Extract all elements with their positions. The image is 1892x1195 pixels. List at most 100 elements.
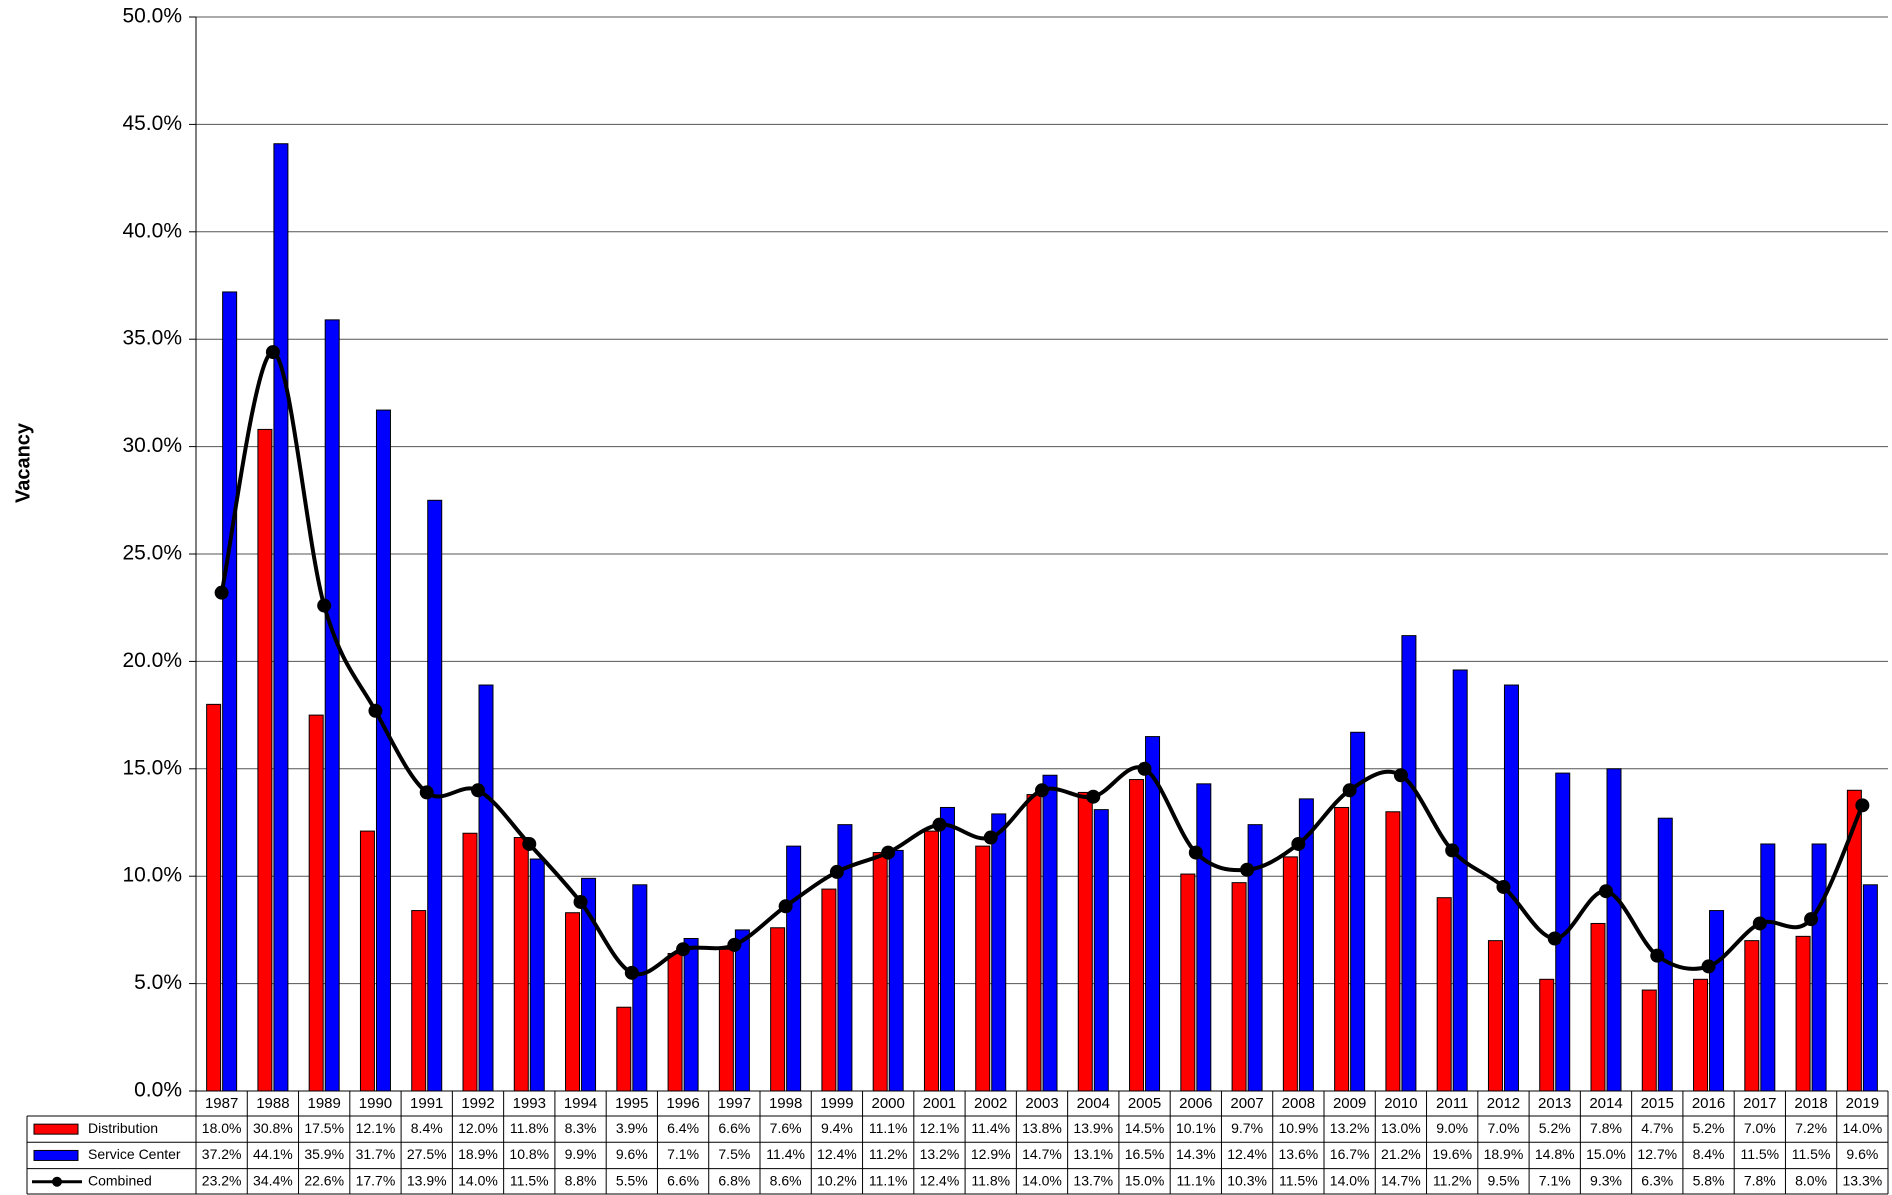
table-value: 15.0%	[1125, 1172, 1165, 1188]
table-value: 37.2%	[202, 1146, 242, 1162]
table-value: 7.5%	[718, 1146, 750, 1162]
x-tick-label: 1989	[307, 1095, 340, 1112]
bar	[1401, 635, 1417, 1092]
bar	[1093, 809, 1109, 1092]
bar	[939, 806, 955, 1092]
table-value: 4.7%	[1641, 1120, 1673, 1136]
bar	[683, 937, 699, 1092]
bar	[1641, 989, 1657, 1092]
line-marker	[1855, 798, 1870, 813]
x-tick-label: 2010	[1384, 1095, 1417, 1112]
bar	[1709, 910, 1725, 1092]
table-value: 10.9%	[1279, 1120, 1319, 1136]
table-value: 17.7%	[356, 1172, 396, 1188]
bar	[770, 927, 786, 1092]
y-tick-label: 35.0%	[122, 327, 182, 350]
table-value: 6.3%	[1641, 1172, 1673, 1188]
table-value: 14.5%	[1125, 1120, 1165, 1136]
bar	[667, 953, 683, 1092]
table-value: 13.2%	[1330, 1120, 1370, 1136]
y-tick-label: 45.0%	[122, 112, 182, 135]
bar	[206, 703, 222, 1092]
x-tick-label: 1988	[256, 1095, 289, 1112]
table-value: 12.1%	[920, 1120, 960, 1136]
line-marker	[1445, 843, 1460, 858]
table-value: 9.6%	[616, 1146, 648, 1162]
table-value: 5.8%	[1693, 1172, 1725, 1188]
x-tick-label: 1995	[615, 1095, 648, 1112]
line-marker	[983, 830, 998, 845]
line-marker	[1804, 912, 1819, 927]
y-tick-label: 40.0%	[122, 219, 182, 242]
bar	[718, 948, 734, 1092]
line-marker	[368, 703, 383, 718]
x-tick-label: 2001	[923, 1095, 956, 1112]
x-tick-label: 1994	[564, 1095, 597, 1112]
table-value: 9.5%	[1487, 1172, 1519, 1188]
bar	[1487, 940, 1503, 1092]
legend-label: Combined	[88, 1172, 152, 1188]
bar	[1862, 884, 1878, 1092]
table-value: 13.8%	[1022, 1120, 1062, 1136]
table-value: 7.6%	[770, 1120, 802, 1136]
table-value: 11.4%	[971, 1120, 1010, 1136]
table-value: 7.1%	[667, 1146, 699, 1162]
table-value: 5.2%	[1539, 1120, 1571, 1136]
table-value: 11.1%	[1176, 1172, 1215, 1188]
table-value: 11.8%	[971, 1172, 1010, 1188]
table-value: 16.5%	[1125, 1146, 1165, 1162]
table-value: 7.2%	[1795, 1120, 1827, 1136]
table-value: 13.0%	[1381, 1120, 1421, 1136]
table-value: 11.2%	[1433, 1172, 1472, 1188]
bar	[888, 849, 904, 1092]
legend-key	[33, 1149, 79, 1161]
line-marker	[1342, 783, 1357, 798]
table-value: 11.2%	[869, 1146, 908, 1162]
x-tick-label: 2002	[974, 1095, 1007, 1112]
table-value: 10.8%	[509, 1146, 549, 1162]
bar	[1026, 794, 1042, 1092]
bar	[1795, 935, 1811, 1092]
x-tick-label: 2019	[1846, 1095, 1879, 1112]
bar	[1042, 774, 1058, 1092]
bar	[513, 837, 529, 1092]
table-value: 12.4%	[1227, 1146, 1267, 1162]
y-tick-label: 25.0%	[122, 542, 182, 565]
bar	[1180, 873, 1196, 1092]
table-value: 11.8%	[510, 1120, 549, 1136]
bar	[529, 858, 545, 1092]
bar	[1590, 922, 1606, 1092]
x-tick-label: 2016	[1692, 1095, 1725, 1112]
x-tick-label: 2006	[1179, 1095, 1212, 1112]
line-marker	[1701, 959, 1716, 974]
x-tick-label: 2004	[1077, 1095, 1110, 1112]
x-tick-label: 2015	[1641, 1095, 1674, 1112]
table-value: 13.9%	[407, 1172, 447, 1188]
line-marker	[1137, 761, 1152, 776]
bar	[1452, 669, 1468, 1092]
bar	[375, 409, 391, 1092]
bar	[1334, 806, 1350, 1092]
x-tick-label: 2000	[871, 1095, 904, 1112]
bar	[632, 884, 648, 1092]
bar	[1282, 856, 1298, 1092]
bar	[872, 852, 888, 1092]
table-value: 14.3%	[1176, 1146, 1216, 1162]
bar	[734, 929, 750, 1092]
bar	[1539, 978, 1555, 1092]
table-value: 11.5%	[1740, 1146, 1779, 1162]
table-value: 9.6%	[1846, 1146, 1878, 1162]
bar	[975, 845, 991, 1092]
x-tick-label: 1998	[769, 1095, 802, 1112]
table-value: 9.4%	[821, 1120, 853, 1136]
x-tick-label: 1997	[718, 1095, 751, 1112]
line-marker	[1291, 836, 1306, 851]
bar	[411, 910, 427, 1092]
x-tick-label: 2007	[1230, 1095, 1263, 1112]
bar	[222, 291, 238, 1092]
table-value: 22.6%	[304, 1172, 344, 1188]
table-value: 8.4%	[411, 1120, 443, 1136]
x-tick-label: 1987	[205, 1095, 238, 1112]
table-value: 11.5%	[510, 1172, 549, 1188]
